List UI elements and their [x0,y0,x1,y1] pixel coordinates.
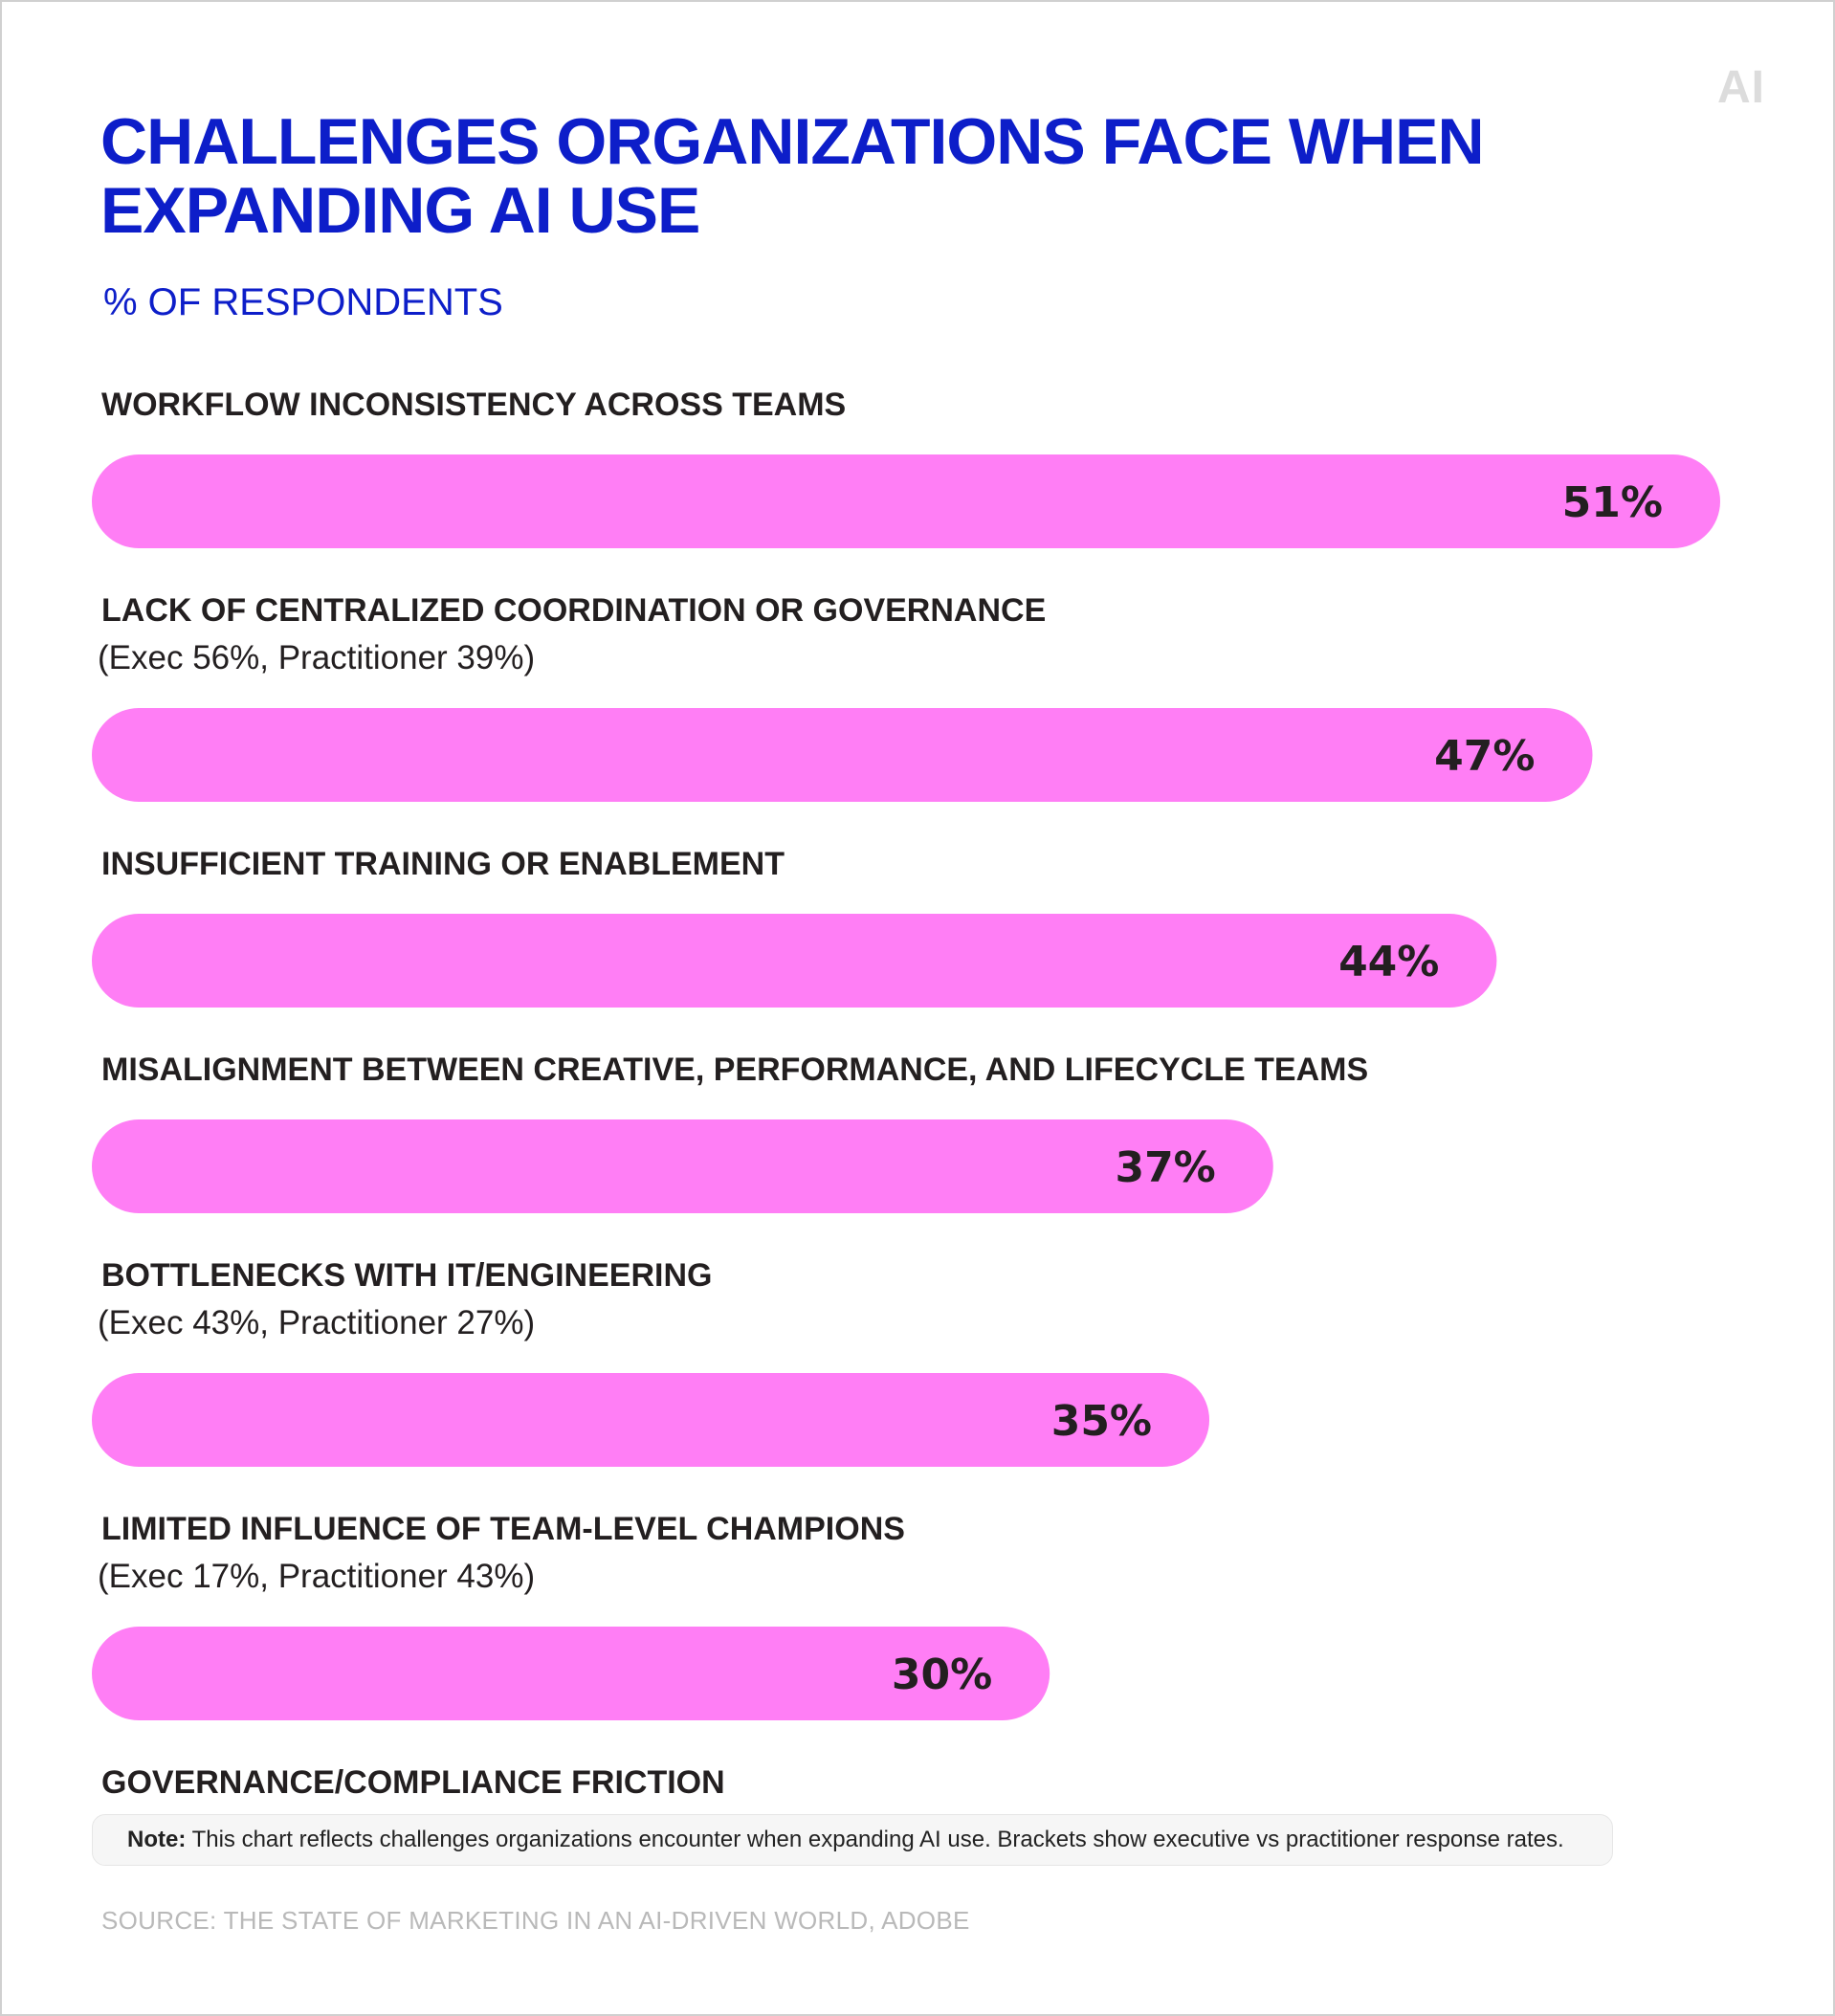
category-label: MISALIGNMENT BETWEEN CREATIVE, PERFORMAN… [101,1052,1368,1088]
category-note: (Exec 56%, Practitioner 39%) [98,639,535,676]
value-label: 30% [892,1650,992,1699]
ai-logo: AI [1717,62,1765,113]
category-label: BOTTLENECKS WITH IT/ENGINEERING [101,1257,712,1294]
value-label: 37% [1115,1143,1215,1192]
bar [92,454,1720,548]
bar-group: GOVERNANCE/COMPLIANCE FRICTION28% [101,1764,725,1801]
bar-group: INSUFFICIENT TRAINING OR ENABLEMENT 44% [92,846,1497,1008]
bar [92,914,1497,1008]
bar [92,1119,1273,1213]
chart-title: CHALLENGES ORGANIZATIONS FACE WHEN EXPAN… [100,105,1485,247]
value-label: 51% [1562,478,1663,527]
category-label: LIMITED INFLUENCE OF TEAM-LEVEL CHAMPION… [101,1511,905,1547]
value-label: 47% [1434,732,1535,781]
chart-subtitle: % OF RESPONDENTS [103,281,503,323]
bar-group: BOTTLENECKS WITH IT/ENGINEERING (Exec 43%… [92,1257,1210,1467]
note-label: Note: [127,1827,187,1852]
value-label: 35% [1051,1397,1152,1446]
category-note: (Exec 43%, Practitioner 27%) [98,1304,535,1341]
bar-group: LACK OF CENTRALIZED COORDINATION OR GOVE… [92,592,1593,802]
bar [92,1373,1210,1467]
bar [92,1627,1050,1720]
bar-group: MISALIGNMENT BETWEEN CREATIVE, PERFORMAN… [92,1052,1368,1213]
bar-chart: WORKFLOW INCONSISTENCY ACROSS TEAMS 51% LA… [92,387,1720,1801]
category-label: GOVERNANCE/COMPLIANCE FRICTION [101,1764,725,1801]
category-label: WORKFLOW INCONSISTENCY ACROSS TEAMS [101,387,846,423]
note-text: This chart reflects challenges organizat… [186,1827,1564,1852]
bar-group: WORKFLOW INCONSISTENCY ACROSS TEAMS 51% [92,387,1720,548]
category-label: INSUFFICIENT TRAINING OR ENABLEMENT [101,846,785,882]
value-label: 44% [1338,938,1439,986]
bar [92,708,1593,802]
source-credit: SOURCE: THE STATE OF MARKETING IN AN AI-… [101,1906,970,1935]
category-note: (Exec 17%, Practitioner 43%) [98,1558,535,1595]
category-label: LACK OF CENTRALIZED COORDINATION OR GOVE… [101,592,1046,629]
note-box: Note: This chart reflects challenges org… [92,1814,1613,1866]
bar-group: LIMITED INFLUENCE OF TEAM-LEVEL CHAMPION… [92,1511,1050,1720]
